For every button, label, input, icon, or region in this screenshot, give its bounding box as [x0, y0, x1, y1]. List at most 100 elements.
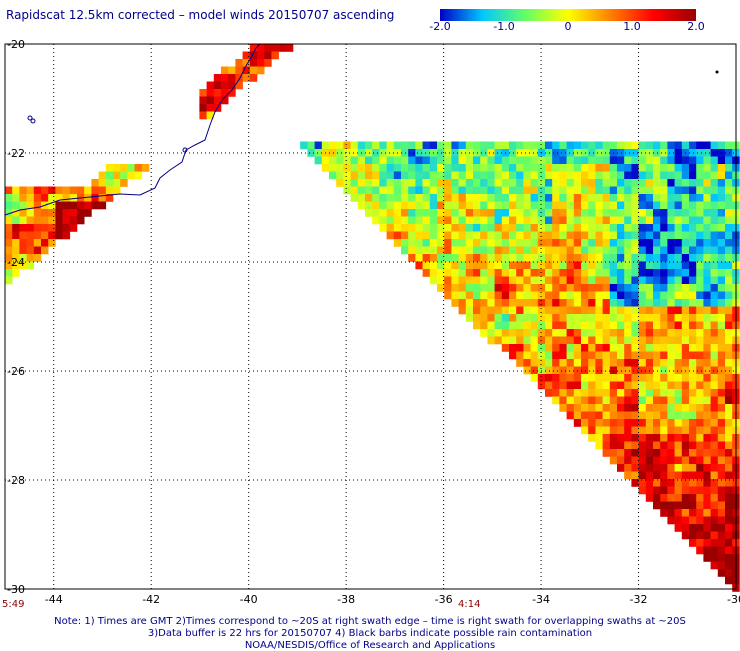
wind-cell [444, 171, 452, 180]
wind-cell [617, 441, 625, 450]
wind-cell [41, 224, 49, 232]
wind-cell [681, 381, 690, 390]
wind-cell [509, 321, 517, 330]
wind-cell [581, 186, 589, 195]
wind-cell [667, 441, 675, 450]
map-frame [4, 43, 737, 590]
wind-cell [573, 254, 582, 262]
wind-cell [480, 194, 488, 202]
wind-cell [501, 336, 510, 345]
wind-cell [77, 209, 85, 217]
wind-cell [314, 149, 323, 157]
wind-cell [703, 201, 711, 210]
wind-cell [645, 194, 654, 202]
wind-cell [681, 441, 690, 450]
wind-cell [69, 224, 78, 232]
wind-cell [717, 186, 726, 195]
wind-cell [523, 171, 531, 180]
wind-cell [552, 314, 560, 322]
wind-cell [343, 141, 351, 150]
wind-cell [602, 366, 611, 375]
wind-cell [494, 276, 503, 285]
wind-cell [509, 194, 517, 202]
wind-cell [487, 171, 495, 180]
wind-cell [703, 141, 711, 150]
wind-cell [566, 261, 575, 270]
wind-cell [638, 224, 647, 232]
wind-cell [696, 449, 704, 457]
wind-cell [480, 216, 488, 225]
wind-cell [372, 171, 380, 180]
wind-cell [451, 186, 459, 195]
wind-cell [696, 366, 704, 375]
wind-cell [494, 216, 503, 225]
wind-cell [379, 179, 387, 187]
longitude-tick-label: -44 [45, 593, 63, 606]
wind-cell [717, 156, 726, 165]
wind-cell [365, 156, 373, 165]
wind-cell [609, 441, 618, 450]
wind-cell [710, 351, 719, 360]
wind-cell [689, 351, 697, 360]
wind-cell [645, 456, 654, 465]
wind-cell [26, 216, 35, 225]
wind-cell [465, 186, 474, 195]
wind-cell [674, 141, 683, 150]
wind-cell [365, 186, 373, 195]
wind-cell [717, 524, 726, 532]
wind-cell [581, 299, 589, 307]
wind-cell [552, 291, 560, 300]
wind-cell [257, 66, 265, 75]
wind-cell [494, 164, 503, 172]
wind-cell [609, 254, 618, 262]
wind-cell [703, 441, 711, 450]
wind-cell [581, 194, 589, 202]
wind-cell [415, 224, 423, 232]
wind-cell [653, 231, 661, 240]
wind-cell [703, 156, 711, 165]
wind-cell [588, 224, 596, 232]
wind-cell [437, 149, 445, 157]
wind-cell [681, 224, 690, 232]
wind-cell [617, 246, 625, 255]
wind-cell [429, 261, 438, 270]
wind-cell [473, 284, 481, 292]
wind-cell [717, 269, 726, 277]
wind-cell [710, 524, 719, 532]
wind-cell [487, 216, 495, 225]
wind-cell [667, 171, 675, 180]
wind-cell [588, 164, 596, 172]
wind-cell [609, 344, 618, 352]
wind-cell [681, 419, 690, 427]
wind-cell [689, 524, 697, 532]
wind-cell [696, 501, 704, 510]
wind-cell [696, 456, 704, 465]
wind-cell [645, 404, 654, 412]
wind-cell [415, 239, 423, 247]
wind-cell [624, 269, 632, 277]
wind-cell [725, 509, 733, 517]
wind-cell [609, 239, 618, 247]
wind-cell [667, 224, 675, 232]
wind-cell [566, 389, 575, 397]
wind-cell [573, 164, 582, 172]
wind-cell [494, 291, 503, 300]
wind-cell [602, 201, 611, 210]
wind-cell [559, 156, 567, 165]
wind-cell [674, 194, 683, 202]
wind-cell [458, 179, 467, 187]
wind-cell [221, 96, 229, 105]
wind-cell [696, 539, 704, 547]
wind-cell [473, 201, 481, 210]
wind-cell [689, 336, 697, 345]
wind-cell [264, 51, 272, 60]
wind-cell [638, 396, 647, 405]
wind-cell [617, 419, 625, 427]
wind-cell [710, 464, 719, 472]
wind-cell [710, 344, 719, 352]
wind-cell [573, 224, 582, 232]
wind-cell [717, 546, 726, 555]
wind-cell [624, 186, 632, 195]
wind-cell [91, 201, 99, 210]
wind-cell [710, 156, 719, 165]
